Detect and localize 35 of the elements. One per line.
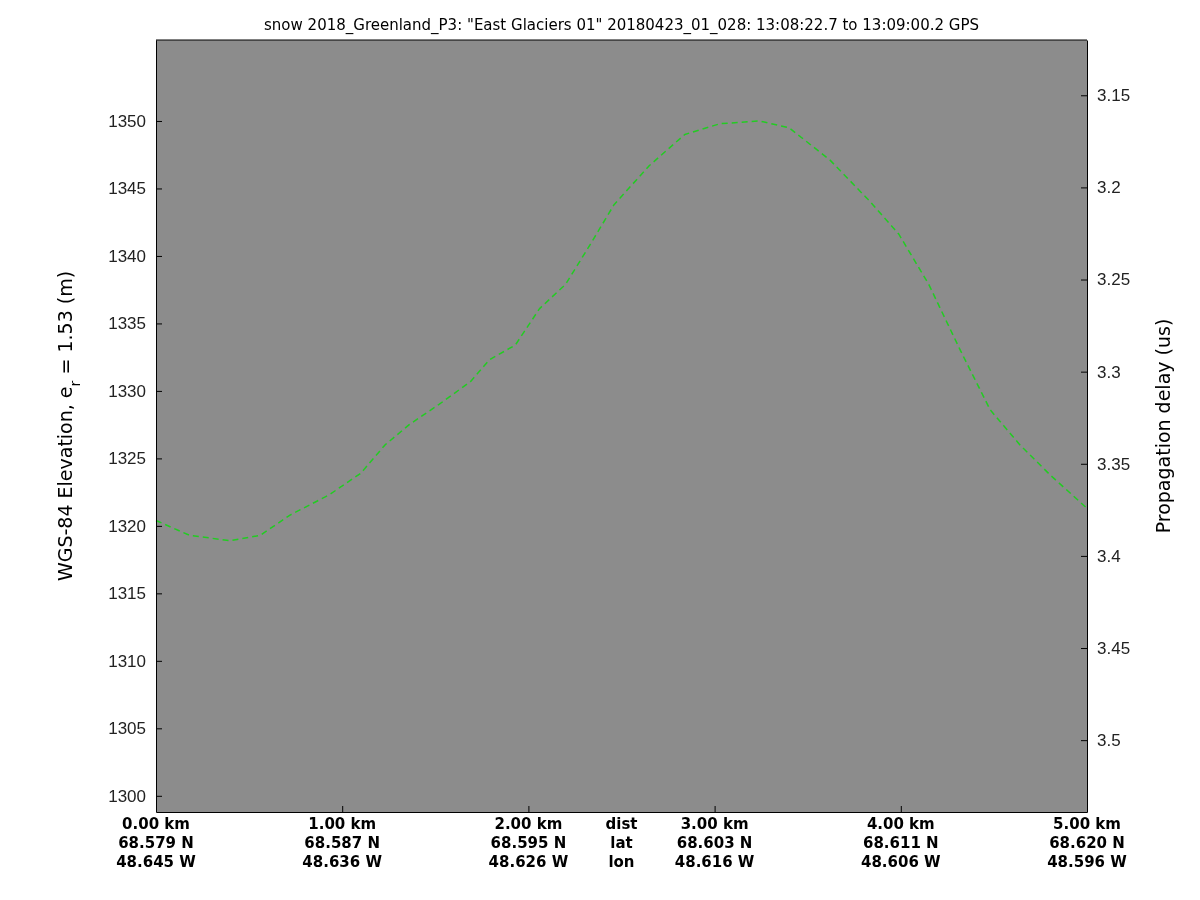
chart-title: snow 2018_Greenland_P3: "East Glaciers 01" 20180423_01_028: 13:08:22.7 to 13:09:00.2 GPS: [264, 16, 979, 35]
y2-tick-label: 3.45: [1097, 638, 1131, 658]
y-tick-label: 1330: [108, 381, 146, 401]
text: dist lat lon: [605, 815, 638, 871]
y2-tick-label: 3.5: [1097, 731, 1121, 751]
text: 68.611 N 48.606 W: [860, 834, 942, 871]
x-tick-label: 3.00 km: [680, 815, 749, 833]
x-tick-label: 2.00 km: [494, 815, 563, 833]
x-tick-label: 0.00 km: [122, 815, 190, 833]
y2-tick-label: 3.25: [1097, 270, 1131, 290]
y-tick-label: 1345: [108, 179, 146, 199]
y-tick-label: 1350: [108, 111, 146, 131]
y-tick-label: 1300: [108, 786, 146, 806]
x-tick-label: 1.00 km: [308, 815, 377, 833]
y2-tick-label: 3.35: [1097, 454, 1131, 474]
y2-tick-label: 3.4: [1097, 546, 1121, 566]
x-tick-label: 4.00 km: [866, 815, 935, 833]
text: 68.620 N 48.596 W: [1047, 834, 1128, 871]
y-tick-label: 1335: [108, 314, 146, 334]
y-tick-label: 1325: [108, 449, 146, 469]
y2-tick-label: 3.2: [1097, 178, 1121, 198]
text: 68.587 N 48.636 W: [302, 834, 383, 871]
y-tick-label: 1305: [108, 719, 146, 739]
y-tick-label: 1310: [108, 651, 146, 671]
x-tick-label: 5.00 km: [1053, 815, 1121, 833]
line-series: [155, 120, 1088, 542]
y2-tick-label: 3.15: [1097, 86, 1131, 106]
y2-tick-label: 3.3: [1097, 362, 1121, 382]
y-tick-label: 1315: [108, 584, 146, 604]
text: 68.595 N 48.626 W: [488, 834, 569, 871]
text: 68.579 N 48.645 W: [116, 834, 197, 871]
y-tick-label: 1320: [108, 516, 146, 536]
y-tick-label: 1340: [108, 246, 146, 266]
text: 68.603 N 48.616 W: [674, 834, 755, 871]
y2-axis-title: Propagation delay (us): [1152, 318, 1174, 534]
